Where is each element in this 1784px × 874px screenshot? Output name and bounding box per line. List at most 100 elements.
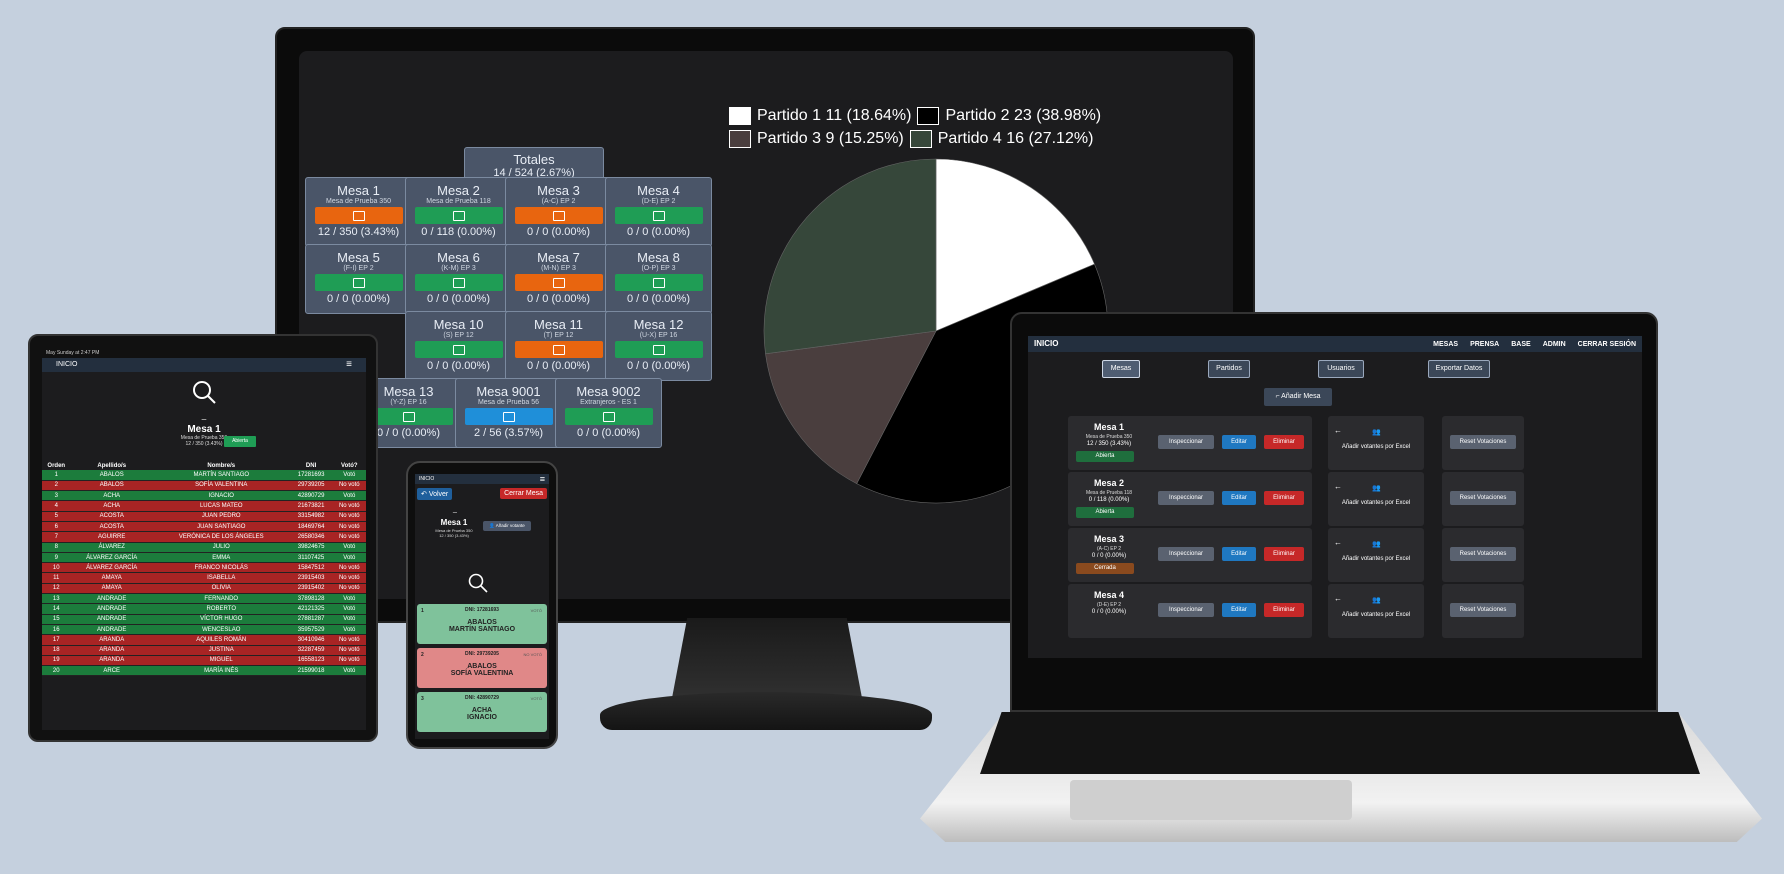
add-mesa-button[interactable]: ⌐ Añadir Mesa [1264,388,1332,406]
reset-votes-button[interactable]: Reset Votaciones [1450,491,1516,505]
mesa-tile[interactable]: Mesa 9002 Extranjeros - ES 1 0 / 0 (0.00%) [555,378,662,448]
inspect-button[interactable]: Inspeccionar [1158,603,1214,617]
mesa-tile[interactable]: Mesa 6 (K-M) EP 3 0 / 0 (0.00%) [405,244,512,314]
nav-link-admin[interactable]: ADMIN [1542,341,1566,348]
mesa-status-button[interactable] [564,408,653,425]
mesa-status-button[interactable] [364,408,453,425]
table-row[interactable]: 3 ACHA IGNACIO 42890729 Votó [42,490,366,502]
nav-link-cerrar-sesión[interactable]: CERRAR SESIÓN [1577,341,1636,348]
table-row[interactable]: 11 AMAYA ISABELLA 23915403 No votó [42,572,366,584]
edit-button[interactable]: Editar [1222,603,1256,617]
table-row[interactable]: 9 ÁLVAREZ GARCÍA EMMA 31107425 Votó [42,552,366,564]
table-row[interactable]: 6 ACOSTA JUAN SANTIAGO 18469764 No votó [42,521,366,533]
inspect-button[interactable]: Inspeccionar [1158,435,1214,449]
mesa-status-button[interactable] [514,207,603,224]
hamburger-icon[interactable]: ≡ [539,474,545,484]
delete-button[interactable]: Eliminar [1264,491,1304,505]
phone-nav-title[interactable]: INICIO [419,476,435,482]
table-row[interactable]: 4 ACHA LUCAS MATEO 21673821 No votó [42,500,366,512]
delete-button[interactable]: Eliminar [1264,435,1304,449]
laptop-nav-title[interactable]: INICIO [1034,339,1059,348]
excel-upload-card[interactable]: ← 👥 Añadir votantes por Excel [1328,472,1424,526]
hamburger-icon[interactable]: ≡ [346,359,352,370]
table-cell: No votó [332,634,366,646]
table-row[interactable]: 18 ARANDA JUSTINA 32287459 No votó [42,645,366,656]
table-row[interactable]: 16 ANDRADE WENCESLAO 35957529 Votó [42,624,366,636]
tablet-nav-title[interactable]: INICIO [56,361,78,368]
voter-card[interactable]: 2 DNI: 29739205 NO VOTÓ ABALOS SOFÍA VALENTI… [417,648,547,688]
mesa-state-badge[interactable]: Abierta [1076,507,1134,518]
table-header-cell: Votó? [341,462,358,469]
mesa-tile[interactable]: Mesa 2 Mesa de Prueba 118 0 / 118 (0.00%) [405,177,512,247]
tab-mesas[interactable]: Mesas [1102,360,1140,378]
mesa-tile[interactable]: Mesa 10 (S) EP 12 0 / 0 (0.00%) [405,311,512,381]
inspect-button[interactable]: Inspeccionar [1158,547,1214,561]
mesa-state-badge[interactable]: Abierta [1076,451,1134,462]
tab-exportar-datos[interactable]: Exportar Datos [1428,360,1490,378]
mesa-status-button[interactable] [464,408,553,425]
nav-link-mesas[interactable]: MESAS [1433,341,1459,348]
table-row[interactable]: 5 ACOSTA JUAN PEDRO 33154982 No votó [42,511,366,522]
search-icon[interactable] [42,378,366,411]
table-row[interactable]: 12 AMAYA OLIVIA 23915402 No votó [42,583,366,595]
table-row[interactable]: 14 ANDRADE ROBERTO 42121325 Votó [42,603,366,615]
mesa-status-button[interactable] [414,207,503,224]
reset-votes-button[interactable]: Reset Votaciones [1450,435,1516,449]
mesa-tile[interactable]: Mesa 12 (U-X) EP 16 0 / 0 (0.00%) [605,311,712,381]
voter-card[interactable]: 1 DNI: 17281693 VOTÓ ABALOS MARTÍN SANTIAGO [417,604,547,644]
voter-name: IGNACIO [467,714,497,721]
mesa-status-button[interactable] [614,341,703,358]
tab-usuarios[interactable]: Usuarios [1318,360,1364,378]
table-row[interactable]: 20 ARCE MARÍA INÉS 21599018 Votó [42,665,366,677]
mesa-tile[interactable]: Mesa 7 (M-N) EP 3 0 / 0 (0.00%) [505,244,612,314]
mesa-state-badge[interactable]: Cerrada [1076,563,1134,574]
table-row[interactable]: 15 ANDRADE VÍCTOR HUGO 27881287 Votó [42,614,366,625]
table-row[interactable]: 17 ARANDA AQUILES ROMÁN 30410946 No votó [42,634,366,646]
mesa-status-button[interactable] [414,274,503,291]
nav-link-prensa[interactable]: PRENSA [1470,341,1500,348]
table-row[interactable]: 2 ABALOS SOFÍA VALENTINA 29739205 No votó [42,480,366,492]
mesa-tile[interactable]: Mesa 13 (Y-Z) EP 16 0 / 0 (0.00%) [355,378,462,448]
add-voter-button[interactable]: 👤 Añadir votante [483,521,531,531]
table-row[interactable]: 13 ANDRADE FERNANDO 37898128 Votó [42,593,366,605]
mesa-status-button[interactable] [614,207,703,224]
voter-card[interactable]: 3 DNI: 42890729 VOTÓ ACHA IGNACIO [417,692,547,732]
mesa-status-button[interactable] [414,341,503,358]
delete-button[interactable]: Eliminar [1264,603,1304,617]
delete-button[interactable]: Eliminar [1264,547,1304,561]
back-button[interactable]: ↶ Volver [417,488,453,500]
mesa-tile[interactable]: Mesa 5 (F-I) EP 2 0 / 0 (0.00%) [305,244,412,314]
excel-upload-card[interactable]: ← 👥 Añadir votantes por Excel [1328,528,1424,582]
mesa-status-button[interactable] [514,341,603,358]
mesa-status-button[interactable] [314,274,403,291]
reset-votes-button[interactable]: Reset Votaciones [1450,603,1516,617]
table-row[interactable]: 7 AGUIRRE VERÓNICA DE LOS ÁNGELES 26580346 N… [42,531,366,543]
excel-upload-card[interactable]: ← 👥 Añadir votantes por Excel [1328,416,1424,470]
mesa-tile[interactable]: Mesa 1 Mesa de Prueba 350 12 / 350 (3.43%) [305,177,412,247]
search-icon[interactable] [467,572,489,599]
reset-votes-button[interactable]: Reset Votaciones [1450,547,1516,561]
edit-button[interactable]: Editar [1222,435,1256,449]
tab-partidos[interactable]: Partidos [1208,360,1250,378]
table-row[interactable]: 1 ABALOS MARTÍN SANTIAGO 17281693 Votó [42,470,366,481]
table-cell: 1 [42,470,71,481]
mesa-status-button[interactable] [314,207,403,224]
table-row[interactable]: 10 ÁLVAREZ GARCÍA FRANCO NICOLÁS 15847512 No… [42,562,366,574]
nav-link-base[interactable]: BASE [1511,341,1531,348]
mesa-tile[interactable]: Mesa 9001 Mesa de Prueba 56 2 / 56 (3.57%) [455,378,562,448]
excel-upload-card[interactable]: ← 👥 Añadir votantes por Excel [1328,584,1424,638]
mesa-status-button[interactable] [614,274,703,291]
mesa-tile-sub: (O-P) EP 3 [641,265,676,272]
mesa-tile[interactable]: Mesa 8 (O-P) EP 3 0 / 0 (0.00%) [605,244,712,314]
table-row[interactable]: 19 ARANDA MIGUEL 16558123 No votó [42,655,366,667]
inspect-button[interactable]: Inspeccionar [1158,491,1214,505]
mesa-tile[interactable]: Mesa 4 (D-E) EP 2 0 / 0 (0.00%) [605,177,712,247]
mesa-status-button[interactable] [514,274,603,291]
close-mesa-button[interactable]: Cerrar Mesa [500,488,547,499]
open-status-badge[interactable]: Abierta [224,436,256,447]
edit-button[interactable]: Editar [1222,547,1256,561]
mesa-tile[interactable]: Mesa 11 (T) EP 12 0 / 0 (0.00%) [505,311,612,381]
table-row[interactable]: 8 ÁLVAREZ JULIO 39824675 Votó [42,542,366,553]
legend-label: Partido 2 23 (38.98%) [945,107,1102,124]
edit-button[interactable]: Editar [1222,491,1256,505]
